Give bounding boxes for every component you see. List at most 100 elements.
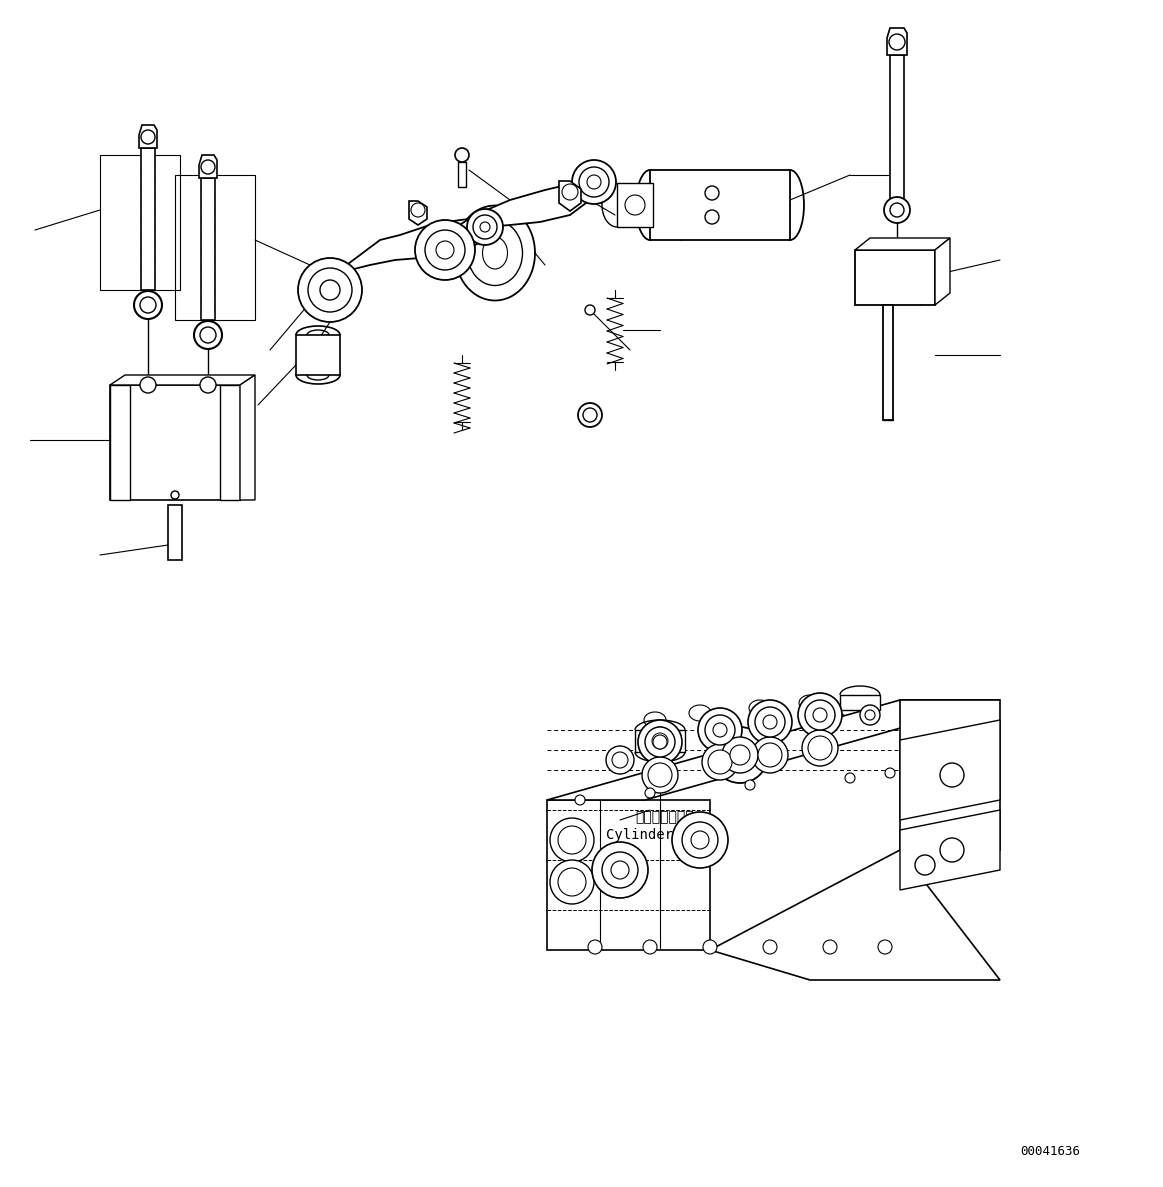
Circle shape — [171, 491, 179, 499]
Circle shape — [698, 707, 742, 753]
Circle shape — [672, 812, 728, 868]
Polygon shape — [547, 800, 709, 950]
Circle shape — [579, 167, 609, 197]
Circle shape — [562, 184, 578, 199]
Circle shape — [648, 763, 672, 787]
Polygon shape — [110, 385, 130, 500]
Polygon shape — [887, 28, 907, 55]
Circle shape — [140, 377, 156, 393]
Circle shape — [702, 940, 718, 954]
Circle shape — [140, 297, 156, 313]
Circle shape — [758, 743, 782, 767]
Polygon shape — [458, 161, 466, 188]
Circle shape — [611, 861, 629, 880]
Polygon shape — [110, 385, 240, 500]
Polygon shape — [840, 696, 880, 710]
Circle shape — [585, 305, 595, 315]
Circle shape — [411, 203, 424, 217]
Text: 00041636: 00041636 — [1020, 1145, 1080, 1159]
Polygon shape — [709, 850, 1000, 980]
Circle shape — [200, 377, 216, 393]
Polygon shape — [935, 239, 950, 305]
Circle shape — [708, 750, 732, 774]
Circle shape — [702, 744, 739, 780]
Circle shape — [141, 131, 155, 144]
Polygon shape — [220, 385, 240, 500]
Circle shape — [652, 735, 668, 749]
Polygon shape — [618, 183, 652, 227]
Text: Cylinder  Head: Cylinder Head — [606, 829, 723, 842]
Circle shape — [813, 707, 827, 722]
Circle shape — [638, 721, 682, 764]
Polygon shape — [900, 721, 1000, 820]
Circle shape — [436, 241, 454, 259]
Circle shape — [578, 404, 602, 427]
Circle shape — [878, 940, 892, 954]
Polygon shape — [297, 335, 340, 375]
Circle shape — [940, 763, 964, 787]
Circle shape — [752, 737, 789, 773]
Polygon shape — [900, 700, 1000, 850]
Circle shape — [583, 408, 597, 423]
Polygon shape — [435, 178, 600, 248]
Polygon shape — [140, 125, 157, 148]
Circle shape — [424, 230, 465, 269]
Polygon shape — [883, 305, 893, 420]
Circle shape — [798, 693, 842, 737]
Polygon shape — [201, 178, 215, 320]
Circle shape — [602, 852, 638, 888]
Polygon shape — [559, 180, 582, 211]
Circle shape — [201, 160, 215, 174]
Polygon shape — [141, 148, 155, 290]
Polygon shape — [855, 239, 950, 250]
Circle shape — [682, 823, 718, 858]
Circle shape — [473, 215, 497, 239]
Circle shape — [763, 940, 777, 954]
Circle shape — [642, 757, 678, 793]
Circle shape — [587, 174, 601, 189]
Circle shape — [606, 745, 634, 774]
Circle shape — [730, 745, 750, 764]
Circle shape — [194, 320, 222, 349]
Circle shape — [558, 868, 586, 896]
Circle shape — [865, 710, 875, 721]
Circle shape — [592, 842, 648, 899]
Circle shape — [691, 831, 709, 849]
Circle shape — [645, 726, 675, 757]
Circle shape — [755, 707, 785, 737]
Circle shape — [550, 861, 594, 904]
Polygon shape — [650, 170, 790, 240]
Circle shape — [652, 734, 668, 749]
Circle shape — [550, 818, 594, 862]
Circle shape — [722, 737, 758, 773]
Circle shape — [572, 160, 616, 204]
Circle shape — [805, 700, 835, 730]
Polygon shape — [110, 375, 255, 385]
Circle shape — [713, 723, 727, 737]
Circle shape — [308, 268, 352, 312]
Circle shape — [134, 291, 162, 319]
Circle shape — [645, 726, 675, 755]
Circle shape — [859, 705, 880, 725]
Circle shape — [320, 280, 340, 300]
Circle shape — [705, 186, 719, 199]
Circle shape — [575, 795, 585, 805]
Circle shape — [915, 855, 935, 875]
Circle shape — [625, 195, 645, 215]
Polygon shape — [240, 375, 255, 500]
Polygon shape — [855, 250, 935, 305]
Circle shape — [415, 220, 475, 280]
Circle shape — [884, 197, 909, 223]
Polygon shape — [547, 700, 1000, 800]
Circle shape — [588, 940, 602, 954]
Circle shape — [890, 203, 904, 217]
Circle shape — [823, 940, 837, 954]
Circle shape — [705, 715, 735, 745]
Bar — [167, 504, 181, 560]
Circle shape — [808, 736, 832, 760]
Circle shape — [645, 788, 655, 798]
Circle shape — [802, 730, 839, 766]
Polygon shape — [199, 155, 217, 178]
Polygon shape — [900, 810, 1000, 890]
Circle shape — [298, 258, 362, 322]
